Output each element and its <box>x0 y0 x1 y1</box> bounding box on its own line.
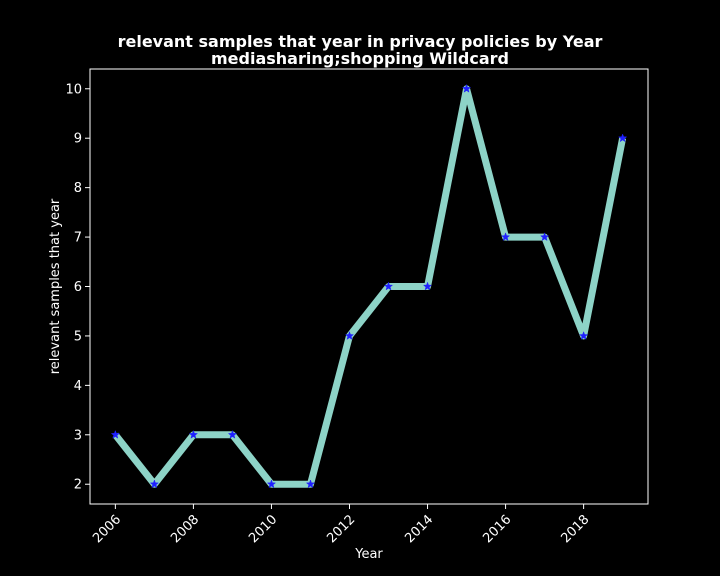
x-axis-label: Year <box>354 547 383 562</box>
x-tick-label: 2012 <box>324 512 358 546</box>
x-tick-label: 2014 <box>402 512 436 546</box>
data-point <box>305 479 316 489</box>
y-tick-label: 4 <box>74 379 82 394</box>
y-tick-label: 6 <box>74 280 82 295</box>
data-point <box>578 331 589 340</box>
data-point <box>188 429 199 439</box>
data-point <box>422 281 433 291</box>
data-point <box>617 133 628 143</box>
x-tick-label: 2016 <box>480 512 514 546</box>
x-tick-label: 2018 <box>558 512 592 546</box>
data-point <box>110 429 121 439</box>
data-point <box>383 281 394 291</box>
chart-subtitle: mediasharing;shopping Wildcard <box>211 49 509 68</box>
y-tick-label: 3 <box>74 428 82 443</box>
data-point <box>539 232 550 242</box>
y-tick-label: 5 <box>74 329 82 344</box>
data-point <box>266 479 277 489</box>
x-axis: 2006 2008 2010 2012 2014 2016 2018 <box>90 504 592 546</box>
y-axis: 2 3 4 5 6 7 8 9 10 <box>65 82 90 493</box>
y-tick-label: 2 <box>74 478 82 493</box>
y-tick-label: 8 <box>74 181 82 196</box>
series-line <box>112 85 627 488</box>
y-tick-label: 7 <box>74 231 82 246</box>
x-tick-label: 2008 <box>168 512 202 546</box>
series-markers <box>110 83 628 489</box>
y-tick-label: 9 <box>74 132 82 147</box>
y-axis-label: relevant samples that year <box>48 198 63 374</box>
data-point <box>227 429 238 439</box>
data-point <box>149 479 160 489</box>
x-tick-label: 2006 <box>90 512 124 546</box>
x-tick-label: 2010 <box>246 512 280 546</box>
data-point <box>344 331 355 340</box>
data-point <box>461 83 472 93</box>
y-tick-label: 10 <box>65 82 82 97</box>
chart-title: relevant samples that year in privacy po… <box>117 32 603 51</box>
data-point <box>500 232 511 242</box>
